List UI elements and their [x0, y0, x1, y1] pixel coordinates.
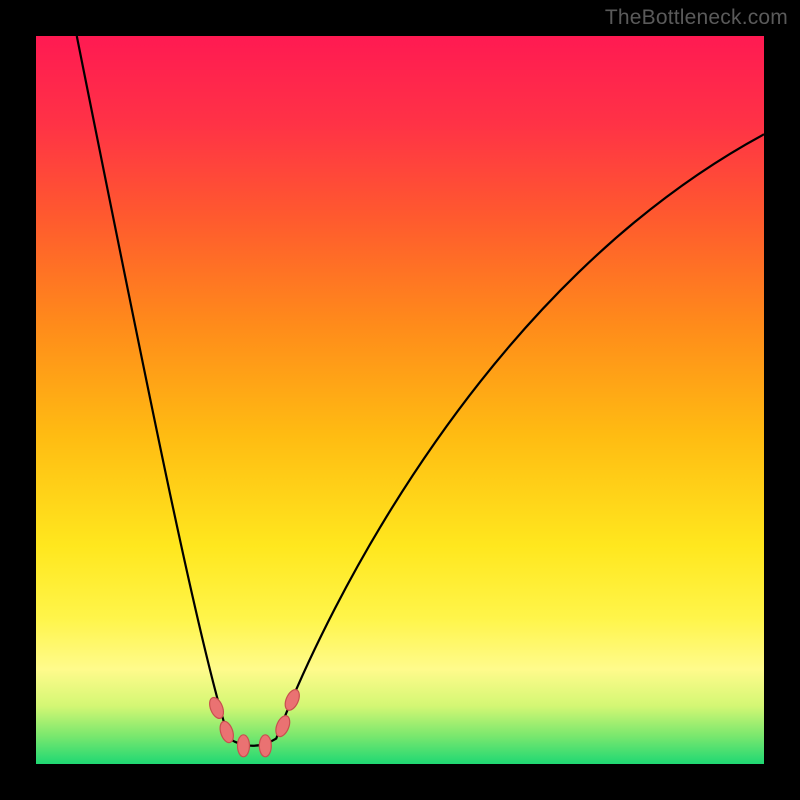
curve-marker	[259, 735, 271, 757]
watermark-label: TheBottleneck.com	[605, 6, 788, 30]
curve-marker	[237, 735, 249, 757]
plot-area	[36, 36, 764, 764]
bottleneck-curve-chart	[0, 0, 800, 800]
chart-container: TheBottleneck.com	[0, 0, 800, 800]
